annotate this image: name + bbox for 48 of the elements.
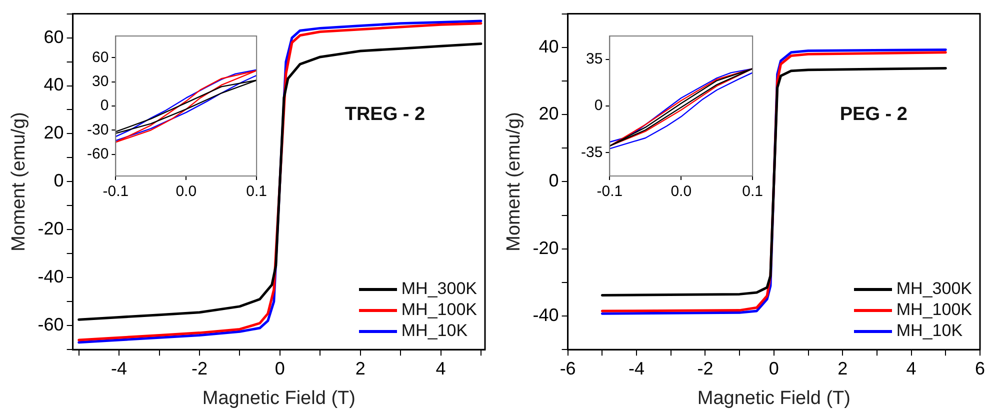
y-tick-label: 0 xyxy=(100,97,109,114)
legend-label: MH_100K xyxy=(401,300,477,320)
y-axis-title: Moment (emu/g) xyxy=(8,112,30,252)
annotation: PEG - 2 xyxy=(840,104,908,126)
x-tick-label: 0.1 xyxy=(246,183,268,200)
x-tick-label: -2 xyxy=(697,358,714,378)
y-tick-label: -40 xyxy=(38,266,64,287)
y-tick-label: 40 xyxy=(538,36,559,56)
x-tick-label: -0.1 xyxy=(596,183,623,200)
legend-label: MH_100K xyxy=(896,300,972,320)
y-tick-label: -60 xyxy=(38,314,64,335)
y-tick-label: -30 xyxy=(86,121,109,138)
x-tick-label: -0.1 xyxy=(102,183,129,200)
legend-label: MH_300K xyxy=(401,279,477,300)
y-tick-label: 0 xyxy=(594,97,603,114)
x-tick-label: -4 xyxy=(111,358,128,378)
y-tick-label: 20 xyxy=(44,122,64,143)
y-tick-label: -40 xyxy=(532,304,559,325)
x-tick-label: -4 xyxy=(628,358,645,378)
y-tick-label: -20 xyxy=(532,238,559,258)
y-tick-label: 60 xyxy=(92,48,109,66)
y-tick-label: -60 xyxy=(86,145,109,162)
x-axis-title: Magnetic Field (T) xyxy=(202,388,356,409)
legend-label: MH_300K xyxy=(896,279,972,300)
legend-label: MH_10K xyxy=(401,321,468,342)
x-tick-label: 0.0 xyxy=(670,183,692,200)
x-tick-label: 0.1 xyxy=(742,183,764,200)
x-tick-label: 4 xyxy=(436,358,446,378)
x-tick-label: 0 xyxy=(274,358,285,378)
y-tick-label: -20 xyxy=(38,218,64,239)
annotation: TREG - 2 xyxy=(344,104,426,126)
y-tick-label: 35 xyxy=(586,50,603,68)
legend-label: MH_10K xyxy=(896,321,963,342)
x-tick-label: -6 xyxy=(560,358,576,378)
x-tick-label: 4 xyxy=(906,358,916,378)
x-tick-label: -2 xyxy=(191,358,208,378)
x-axis-title: Magnetic Field (T) xyxy=(697,388,850,409)
x-tick-label: 2 xyxy=(838,358,848,378)
y-tick-label: -35 xyxy=(580,144,603,161)
x-tick-label: 6 xyxy=(974,358,986,378)
x-tick-label: 0.0 xyxy=(176,183,197,200)
y-axis-title: Moment (emu/g) xyxy=(504,112,525,252)
y-tick-label: 60 xyxy=(44,26,64,47)
y-tick-label: 40 xyxy=(44,74,64,95)
x-tick-label: 2 xyxy=(355,358,366,378)
y-tick-label: 20 xyxy=(538,104,559,124)
y-tick-label: 30 xyxy=(92,73,109,90)
x-tick-label: 0 xyxy=(768,358,779,378)
